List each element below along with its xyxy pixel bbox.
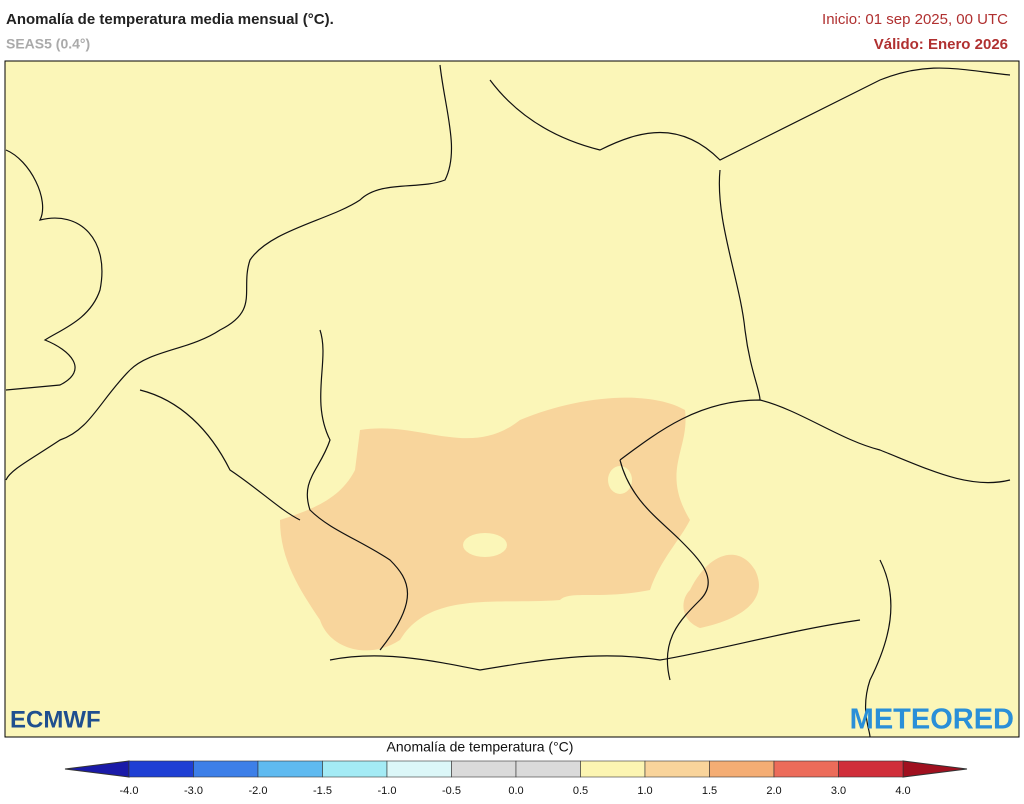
- colorbar-tick-label: -0.5: [442, 785, 461, 797]
- colorbar-segment: [515, 760, 581, 778]
- colorbar-segment: [386, 760, 452, 778]
- anomaly-area: [280, 397, 690, 651]
- colorbar-segment: [773, 760, 839, 778]
- colorbar-tick-label: 4.0: [895, 785, 910, 797]
- colorbar-tick-label: 0.5: [573, 785, 588, 797]
- colorbar-tick-label: 3.0: [831, 785, 846, 797]
- anomaly-gap: [463, 533, 507, 557]
- init-date: Inicio: 01 sep 2025, 00 UTC: [822, 11, 1008, 28]
- colorbar-segment: [128, 760, 194, 778]
- colorbar-segment: [709, 760, 775, 778]
- colorbar-segment: [257, 760, 323, 778]
- ecmwf-logo: ECMWF: [10, 706, 101, 733]
- colorbar-segment: [838, 760, 904, 778]
- colorbar-tick-label: -2.0: [249, 785, 268, 797]
- colorbar-segment: [451, 760, 517, 778]
- colorbar-high: [902, 760, 968, 778]
- colorbar-tick-label: 1.5: [702, 785, 717, 797]
- colorbar-low: [64, 760, 130, 778]
- valid-date: Válido: Enero 2026: [874, 36, 1008, 53]
- anomaly-gap: [608, 466, 632, 494]
- anomaly-area: [683, 554, 759, 628]
- colorbar-segment: [644, 760, 710, 778]
- colorbar: -4.0 -3.0 -2.0 -1.5 -1.0 -0.5 0.0 0.5 1.0 1.5 2.0 3…: [64, 760, 968, 797]
- colorbar-tick-label: -1.5: [313, 785, 332, 797]
- colorbar-segment: [322, 760, 388, 778]
- title: Anomalía de temperatura media mensual (°…: [6, 11, 334, 28]
- colorbar-tick-label: -4.0: [120, 785, 139, 797]
- legend-title: Anomalía de temperatura (°C): [387, 739, 574, 755]
- colorbar-segment: [193, 760, 259, 778]
- meteored-logo: METEORED: [850, 704, 1014, 736]
- colorbar-tick-label: -1.0: [378, 785, 397, 797]
- colorbar-tick-label: 2.0: [766, 785, 781, 797]
- map: [4, 60, 1020, 738]
- subtitle: SEAS5 (0.4°): [6, 36, 90, 52]
- colorbar-tick-label: -3.0: [184, 785, 203, 797]
- colorbar-tick-label: 0.0: [508, 785, 523, 797]
- borders: [5, 64, 1011, 738]
- map-frame: [4, 60, 1020, 738]
- colorbar-segment: [580, 760, 646, 778]
- colorbar-tick-label: 1.0: [637, 785, 652, 797]
